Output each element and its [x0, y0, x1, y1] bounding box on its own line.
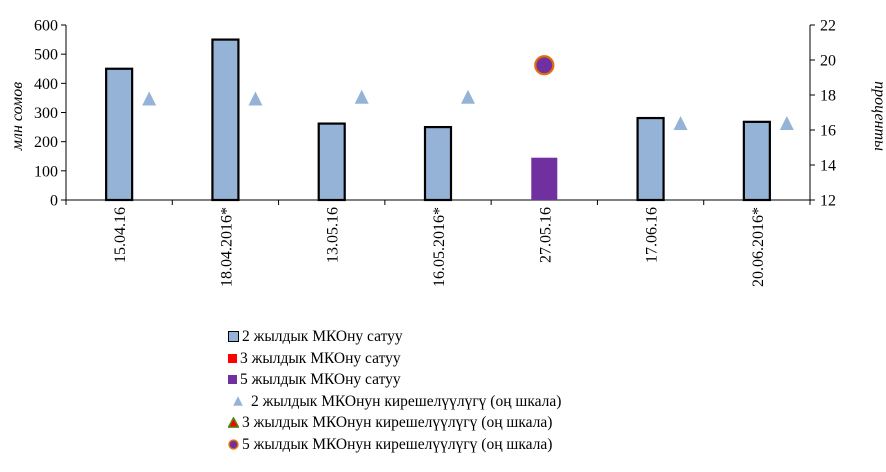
x-tick-label: 17.06.16 [644, 207, 661, 263]
left-tick-label: 400 [34, 76, 58, 93]
plot-marks [105, 38, 794, 202]
legend-item-3y-sale: 3 жылдык МКОну сатуу [228, 348, 561, 370]
triangle-marker-series-3 [461, 89, 475, 104]
legend-item-5y-sale: 5 жылдык МКОну сатуу [228, 369, 561, 391]
right-y-axis: 12 14 16 18 20 22 [809, 18, 836, 210]
bar-series-2 [531, 157, 558, 200]
legend-circle-marker-icon [228, 439, 239, 450]
circle-marker-series-5 [534, 55, 555, 76]
bar-series-0 [742, 120, 771, 202]
legend-label-3y-sale: 3 жылдык МКОну сатуу [240, 349, 401, 367]
x-tick-label: 20.06.2016* [750, 207, 767, 287]
bar-series-0 [636, 116, 665, 202]
legend-item-3y-yield: 3 жылдык МКОнун кирешелүүлүгү (оң шкала) [228, 412, 561, 434]
legend-swatch-5y-sale [228, 375, 237, 385]
bar-series-0 [105, 67, 134, 202]
legend-label-2y-yield: 2 жылдык МКОнун кирешелүүлүгү (оң шкала) [251, 392, 562, 410]
right-tick-label: 18 [820, 88, 836, 105]
triangle-marker-series-3 [354, 89, 369, 104]
y-axis-title: млн сомов [9, 82, 26, 151]
right-tick-label: 16 [820, 123, 836, 140]
triangle-marker-series-3 [673, 116, 688, 130]
legend-swatch-3y-sale [228, 353, 237, 363]
x-tick-label: 16.05.2016* [431, 207, 448, 287]
right-tick-label: 20 [820, 53, 836, 70]
triangle-marker-series-3 [142, 91, 157, 106]
x-tick-label: 27.05.16 [537, 207, 554, 263]
x-axis: 15.04.16 18.04.2016* 13.05.16 16.05.2016* 27… [65, 199, 811, 287]
right-tick-label: 12 [820, 193, 836, 210]
legend-swatch-2y-sale [228, 331, 239, 343]
left-tick-label: 200 [34, 134, 58, 151]
legend-item-2y-yield: 2 жылдык МКОнун кирешелүүлүгү (оң шкала) [228, 391, 561, 413]
legend-label-5y-sale: 5 жылдык МКОну сатуу [240, 371, 401, 388]
legend-item-2y-sale: 2 жылдык МКОну сатуу [228, 326, 561, 348]
right-tick-label: 14 [820, 158, 836, 175]
y2-axis-title: проценты [871, 81, 886, 151]
legend-triangle-marker-icon [233, 396, 243, 407]
bar-series-0 [423, 125, 453, 202]
legend-label-2y-sale: 2 жылдык МКОну сатуу [242, 328, 403, 345]
triangle-marker-series-3 [779, 116, 794, 130]
left-tick-label: 500 [34, 47, 58, 64]
chart-area: 0 100 200 300 400 500 600 12 14 16 18 20 22 15.04.1… [9, 18, 886, 288]
bar-series-0 [317, 122, 346, 202]
left-tick-label: 300 [34, 105, 58, 122]
x-tick-label: 18.04.2016* [218, 207, 235, 287]
legend: 2 жылдык МКОну сатуу 3 жылдык МКОну сату… [228, 326, 561, 455]
left-y-axis: 0 100 200 300 400 500 600 [34, 18, 67, 210]
x-tick-label: 15.04.16 [112, 207, 129, 263]
x-tick-label: 13.05.16 [325, 207, 342, 263]
left-tick-label: 600 [34, 18, 58, 35]
legend-label-5y-yield: 5 жылдык МКОнун кирешелүүлүгү (оң шкала) [242, 435, 553, 453]
triangle-marker-series-3 [248, 91, 263, 106]
legend-label-3y-yield: 3 жылдык МКОнун кирешелүүлүгү (оң шкала) [242, 414, 553, 431]
bar-series-0 [211, 38, 240, 202]
left-tick-label: 100 [34, 163, 58, 180]
right-tick-label: 22 [820, 18, 836, 35]
left-tick-label: 0 [50, 193, 58, 210]
legend-triangle-marker-icon [228, 417, 239, 429]
legend-item-5y-yield: 5 жылдык МКОнун кирешелүүлүгү (оң шкала) [228, 434, 561, 456]
